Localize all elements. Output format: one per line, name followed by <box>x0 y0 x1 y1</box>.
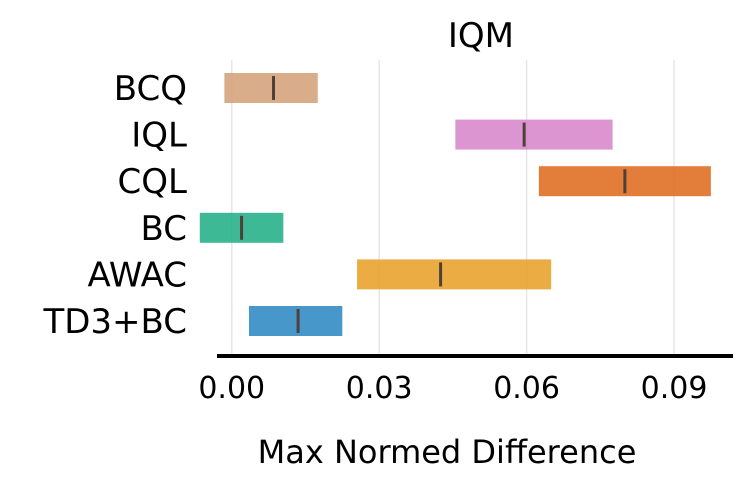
interval-bar-awac <box>357 259 552 290</box>
x-tick-labels: 0.00 0.03 0.06 0.09 <box>198 371 707 406</box>
y-tick-label: IQL <box>131 116 187 156</box>
x-tick-label: 0.06 <box>493 371 560 406</box>
y-tick-label: BC <box>141 209 187 249</box>
x-tick-label: 0.00 <box>198 371 265 406</box>
y-tick-labels: BCQ IQL CQL BC AWAC TD3+BC <box>42 69 187 342</box>
x-tick-label: 0.03 <box>346 371 413 406</box>
y-tick-label: AWAC <box>87 255 187 295</box>
interval-bar-iql <box>455 119 613 150</box>
y-tick-label: TD3+BC <box>42 302 187 342</box>
grid-lines <box>230 60 675 356</box>
interval-bars <box>199 73 711 336</box>
x-tick-label: 0.09 <box>641 371 708 406</box>
interval-bar-bcq <box>224 73 318 103</box>
chart-title: IQM <box>448 16 514 56</box>
y-tick-label: CQL <box>118 162 188 202</box>
interval-bar-td3-bc <box>248 306 343 336</box>
x-axis-label: Max Normed Difference <box>258 433 637 471</box>
y-tick-label: BCQ <box>114 69 187 109</box>
